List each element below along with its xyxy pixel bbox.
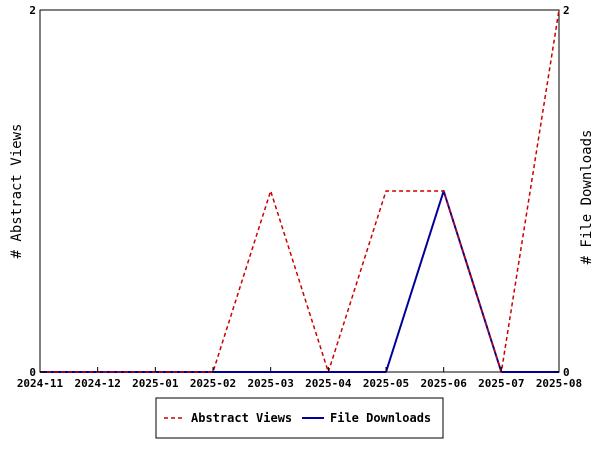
legend-label-abstract-views: Abstract Views — [191, 411, 292, 425]
x-tick-label: 2024-11 — [17, 377, 64, 390]
x-tick-label: 2025-02 — [190, 377, 236, 390]
legend-label-file-downloads: File Downloads — [330, 411, 431, 425]
x-tick-label: 2025-08 — [536, 377, 582, 390]
plot-area — [39, 9, 560, 373]
x-tick-label: 2025-06 — [420, 377, 467, 390]
legend-box — [155, 397, 444, 439]
series-line-abstract-views — [40, 9, 560, 373]
legend: Abstract Views File Downloads — [155, 397, 444, 439]
x-tick-label: 2025-07 — [478, 377, 524, 390]
x-tick-label: 2025-04 — [305, 377, 352, 390]
axis-layer: 2024-11 2024-12 2025-01 2025-02 2025-03 2025-… — [17, 4, 582, 390]
series-layer — [40, 9, 560, 373]
x-tick-label: 2025-03 — [247, 377, 293, 390]
x-tick-label: 2024-12 — [74, 377, 120, 390]
x-tick-label: 2025-05 — [363, 377, 409, 390]
right-y-tick-label: 0 — [563, 366, 570, 379]
x-tick-label: 2025-01 — [132, 377, 179, 390]
right-axis-title: # File Downloads — [579, 130, 595, 265]
left-axis-title: # Abstract Views — [9, 124, 25, 259]
left-y-tick-label: 2 — [29, 4, 36, 17]
left-y-tick-label: 0 — [29, 366, 36, 379]
right-y-tick-label: 2 — [563, 4, 570, 17]
